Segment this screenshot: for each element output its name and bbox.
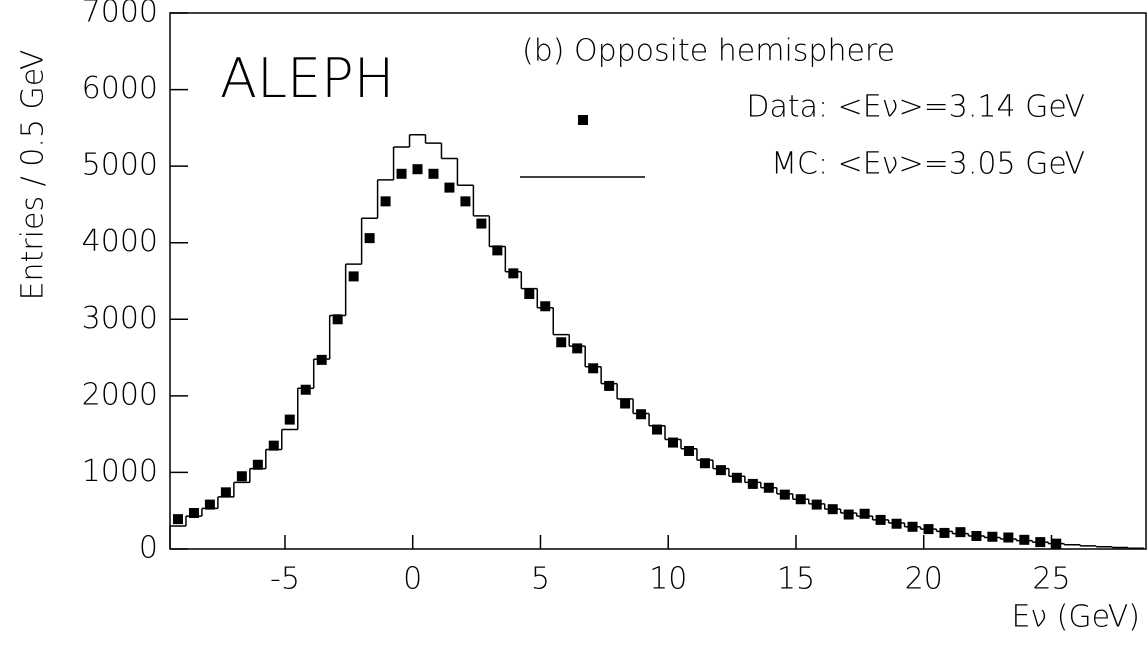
data-point [811, 499, 822, 510]
y-tick-label: 7000 [82, 0, 158, 30]
data-point [428, 168, 439, 179]
data-point [492, 245, 503, 256]
data-point [348, 271, 359, 282]
data-point [204, 499, 215, 510]
y-tick-label: 5000 [82, 148, 158, 183]
data-point [460, 196, 471, 207]
x-tick-label: -5 [270, 562, 300, 597]
data-point [444, 182, 455, 193]
data-point [859, 508, 870, 519]
data-point [236, 471, 247, 482]
data-point [556, 337, 567, 348]
data-point [300, 384, 311, 395]
chart-title: ALEPH [220, 47, 394, 110]
data-point [1019, 534, 1030, 545]
data-point [540, 301, 551, 312]
data-point [572, 343, 583, 354]
legend-label: Data: <Eν>=3.14 GeV [746, 90, 1085, 125]
data-point [284, 414, 295, 425]
data-point [620, 398, 631, 409]
x-tick-label: 15 [777, 562, 815, 597]
x-tick-label: 10 [649, 562, 687, 597]
data-point [396, 168, 407, 179]
data-point [843, 509, 854, 520]
x-tick-label: 5 [531, 562, 550, 597]
data-point [731, 472, 742, 483]
data-point [412, 164, 423, 175]
y-axis-label: Entries / 0.5 GeV [16, 50, 51, 301]
data-point [987, 531, 998, 542]
y-tick-label: 1000 [82, 454, 158, 489]
data-point [955, 527, 966, 538]
data-point [588, 363, 599, 374]
data-point [683, 445, 694, 456]
data-point [747, 478, 758, 489]
data-point [636, 409, 647, 420]
legend-marker [578, 115, 588, 125]
y-tick-label: 6000 [82, 71, 158, 106]
data-point [604, 380, 615, 391]
data-point [220, 487, 231, 498]
data-point [476, 218, 487, 229]
data-point [1003, 532, 1014, 543]
data-point [188, 508, 199, 519]
data-point [268, 440, 279, 451]
x-axis-label: Eν (GeV) [1011, 600, 1140, 635]
data-point [891, 518, 902, 529]
x-tick-label: 0 [403, 562, 422, 597]
x-tick-label: 20 [905, 562, 943, 597]
plot-frame [169, 12, 1147, 550]
chart-subtitle: (b) Opposite hemisphere [522, 34, 895, 69]
data-point [172, 514, 183, 525]
data-point [668, 437, 679, 448]
y-tick-label: 0 [139, 531, 158, 566]
data-point [715, 465, 726, 476]
data-point [508, 268, 519, 279]
data-point [779, 489, 790, 500]
x-tick-label: 25 [1032, 562, 1070, 597]
y-tick-label: 3000 [82, 301, 158, 336]
data-point [524, 289, 535, 300]
data-point [252, 459, 263, 470]
data-point [652, 424, 663, 435]
data-point [380, 196, 391, 207]
legend-label: MC: <Eν>=3.05 GeV [771, 147, 1085, 182]
data-point [332, 314, 343, 325]
y-tick-label: 2000 [82, 377, 158, 412]
data-point [699, 458, 710, 469]
data-point [316, 354, 327, 365]
data-point [939, 527, 950, 538]
data-point [364, 233, 375, 244]
y-tick-label: 4000 [82, 224, 158, 259]
